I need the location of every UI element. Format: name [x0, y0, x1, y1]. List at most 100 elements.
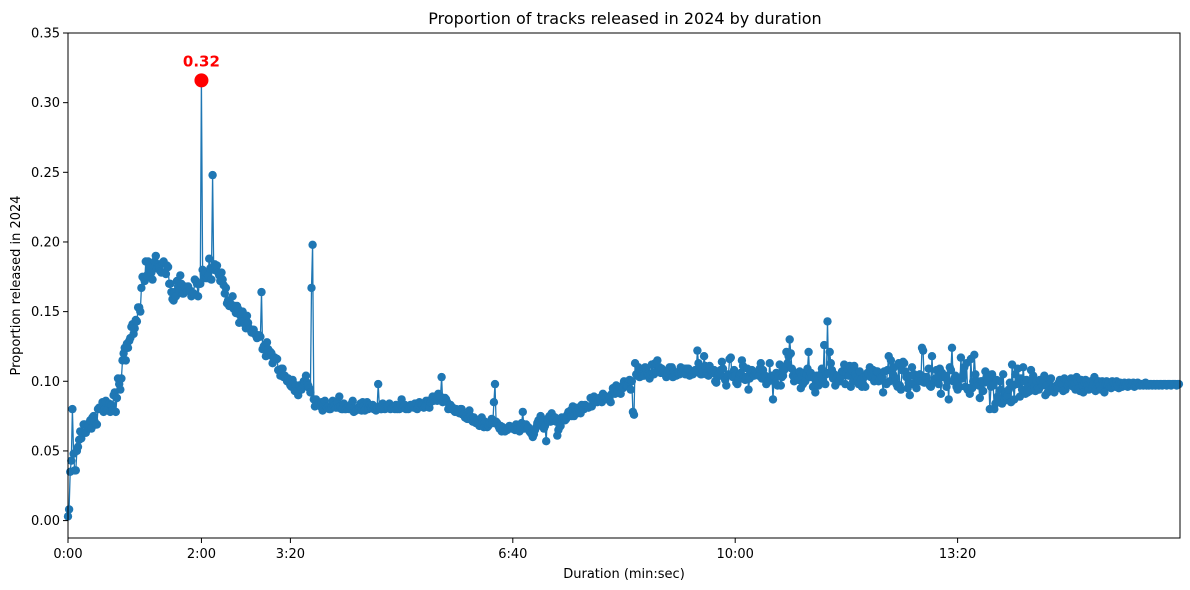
data-point — [163, 262, 173, 272]
data-point — [1046, 374, 1056, 383]
data-point — [73, 442, 83, 451]
data-point — [335, 392, 344, 401]
data-point — [975, 393, 984, 403]
data-point — [212, 261, 222, 270]
data-point — [756, 359, 765, 368]
data-point — [306, 388, 315, 397]
y-tick-label: 0.25 — [31, 166, 60, 181]
data-point — [934, 379, 943, 389]
data-point — [161, 269, 171, 279]
data-point — [896, 385, 906, 394]
data-point — [117, 374, 126, 383]
data-point — [785, 335, 794, 344]
data-point — [786, 349, 795, 358]
data-point — [967, 384, 977, 393]
data-point — [936, 389, 946, 398]
y-axis-ticks: 0.00 0.05 0.10 0.15 0.20 0.25 0.30 0.35 — [31, 27, 68, 529]
data-point — [776, 381, 785, 390]
data-point — [221, 283, 231, 293]
data-point — [693, 346, 702, 355]
data-point — [726, 353, 735, 362]
data-point — [307, 283, 316, 293]
data-point — [946, 365, 956, 375]
data-point — [924, 364, 933, 373]
data-point — [518, 407, 527, 417]
data-point — [717, 357, 727, 366]
data-point — [123, 343, 133, 352]
data-point — [817, 364, 827, 373]
data-point — [308, 240, 317, 249]
data-point — [148, 275, 157, 284]
data-point — [1100, 388, 1109, 397]
data-point — [823, 317, 832, 326]
x-tick-label: 0:00 — [53, 547, 82, 562]
peak-marker — [194, 73, 209, 88]
data-point — [132, 317, 142, 326]
x-tick-label: 3:20 — [276, 547, 305, 562]
data-point — [821, 379, 830, 389]
data-point — [374, 379, 383, 389]
data-point — [208, 170, 217, 180]
data-point — [92, 420, 102, 429]
series-markers — [63, 76, 1184, 521]
data-point — [999, 370, 1008, 379]
data-point — [626, 385, 635, 394]
data-point — [256, 332, 265, 341]
y-tick-label: 0.35 — [31, 27, 60, 42]
data-point — [606, 398, 615, 407]
data-point — [956, 353, 966, 362]
data-point — [959, 370, 968, 379]
data-point — [718, 364, 728, 373]
data-point — [130, 324, 139, 333]
y-axis-title: Proportion released in 2024 — [9, 195, 24, 375]
data-point — [912, 384, 921, 393]
data-point — [71, 466, 81, 475]
data-point — [971, 370, 980, 379]
x-tick-label: 6:40 — [498, 547, 527, 562]
data-point — [826, 359, 835, 368]
data-point — [64, 505, 74, 514]
data-point — [1019, 363, 1028, 372]
data-point — [820, 340, 829, 350]
y-tick-label: 0.20 — [31, 235, 60, 250]
data-point — [861, 382, 870, 391]
data-point — [918, 346, 928, 355]
data-point — [348, 396, 357, 405]
y-tick-label: 0.15 — [31, 305, 60, 320]
plot-area: 0.32 — [63, 52, 1184, 521]
data-point — [653, 356, 662, 365]
data-point — [765, 359, 774, 368]
data-point — [947, 343, 957, 352]
data-point — [542, 437, 551, 446]
data-point — [217, 268, 226, 277]
data-point — [272, 354, 282, 364]
data-point — [136, 307, 145, 316]
peak-label: 0.32 — [183, 52, 220, 70]
data-point — [257, 287, 266, 297]
data-point — [489, 398, 499, 407]
data-point — [301, 371, 311, 380]
data-point — [116, 385, 125, 394]
data-point — [979, 386, 988, 396]
x-axis-ticks: 0:00 2:00 3:20 6:40 10:00 13:20 — [53, 538, 976, 562]
data-point — [811, 388, 820, 397]
data-point — [121, 356, 130, 365]
data-point — [205, 254, 214, 263]
data-point — [905, 391, 914, 400]
y-tick-label: 0.05 — [31, 444, 60, 459]
data-point — [900, 359, 909, 368]
y-tick-label: 0.10 — [31, 375, 60, 390]
data-point — [490, 379, 500, 389]
data-point — [907, 363, 917, 372]
y-tick-label: 0.30 — [31, 96, 60, 111]
data-point — [112, 393, 122, 403]
data-point — [242, 311, 252, 320]
data-point — [262, 338, 272, 347]
data-point — [629, 410, 639, 419]
data-point — [207, 275, 216, 284]
data-point — [1174, 379, 1184, 389]
data-point — [970, 350, 979, 359]
data-point — [151, 251, 160, 261]
data-point — [825, 347, 834, 357]
